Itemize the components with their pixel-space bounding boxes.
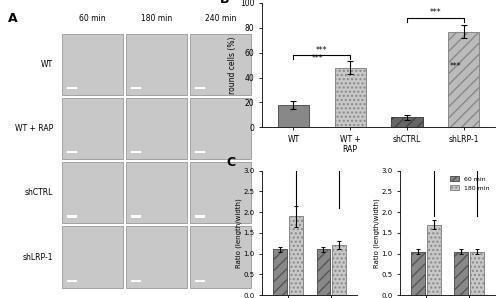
Bar [274, 249, 287, 295]
Text: WT: WT [41, 60, 53, 69]
Bar [454, 252, 468, 295]
Bar [448, 32, 480, 127]
Text: 60 min: 60 min [79, 14, 106, 24]
FancyBboxPatch shape [62, 98, 123, 159]
FancyBboxPatch shape [130, 215, 141, 218]
FancyBboxPatch shape [62, 162, 123, 224]
FancyBboxPatch shape [190, 98, 251, 159]
Text: WT + RAP: WT + RAP [14, 124, 53, 133]
FancyBboxPatch shape [67, 151, 77, 153]
FancyBboxPatch shape [126, 34, 187, 95]
Bar [316, 249, 330, 295]
FancyBboxPatch shape [126, 226, 187, 288]
Bar [470, 252, 484, 295]
FancyBboxPatch shape [194, 215, 204, 218]
Text: 180 min: 180 min [140, 14, 172, 24]
FancyBboxPatch shape [130, 87, 141, 89]
Text: shCTRL: shCTRL [24, 188, 53, 197]
Bar [392, 117, 422, 127]
FancyBboxPatch shape [190, 226, 251, 288]
Text: A: A [8, 12, 17, 25]
Bar [278, 105, 309, 127]
Text: ***: *** [430, 8, 441, 17]
Text: ***: *** [450, 62, 461, 71]
Bar [289, 216, 302, 295]
Text: B: B [220, 0, 230, 6]
FancyBboxPatch shape [126, 162, 187, 224]
FancyBboxPatch shape [62, 226, 123, 288]
FancyBboxPatch shape [190, 162, 251, 224]
FancyBboxPatch shape [62, 34, 123, 95]
Y-axis label: round cells (%): round cells (%) [228, 36, 237, 94]
FancyBboxPatch shape [194, 151, 204, 153]
FancyBboxPatch shape [130, 280, 141, 282]
Text: 240 min: 240 min [204, 14, 236, 24]
FancyBboxPatch shape [194, 87, 204, 89]
Y-axis label: Ratio (length/width): Ratio (length/width) [373, 198, 380, 268]
Text: ***: *** [316, 46, 328, 55]
FancyBboxPatch shape [126, 98, 187, 159]
FancyBboxPatch shape [194, 280, 204, 282]
Bar [334, 68, 366, 127]
FancyBboxPatch shape [67, 280, 77, 282]
FancyBboxPatch shape [67, 87, 77, 89]
FancyBboxPatch shape [190, 34, 251, 95]
Text: C: C [226, 156, 235, 169]
Bar [411, 252, 425, 295]
Text: ***: *** [312, 54, 323, 63]
FancyBboxPatch shape [67, 215, 77, 218]
Y-axis label: Ratio (length/width): Ratio (length/width) [236, 198, 242, 268]
FancyBboxPatch shape [130, 151, 141, 153]
Legend: 60 min, 180 min: 60 min, 180 min [447, 174, 492, 193]
Text: shLRP-1: shLRP-1 [22, 252, 53, 262]
Bar [426, 225, 440, 295]
Bar [332, 245, 346, 295]
